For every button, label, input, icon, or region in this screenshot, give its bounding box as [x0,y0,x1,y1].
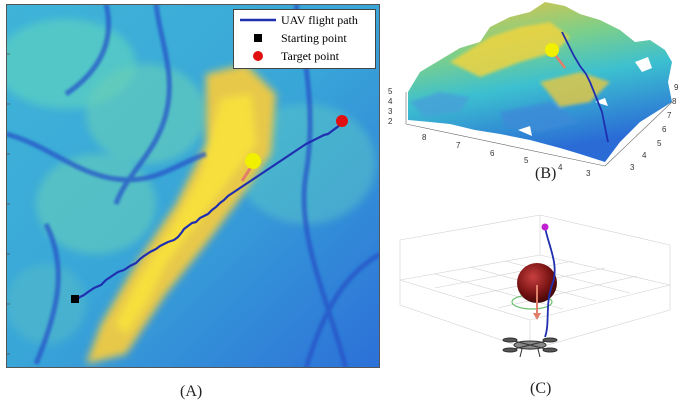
right-tick-5: 4 [642,151,647,160]
right-tick-1: 8 [672,97,677,106]
uav-trajectory-3d [544,226,556,338]
legend-item-path: UAV flight path [234,13,375,29]
z-tick-4: 4 [388,97,393,106]
left-tick-0: 8 [422,133,427,142]
arrow-head [533,313,541,320]
terrain-3d-view: 5 4 3 2 8 7 6 5 4 3 9 8 7 6 5 4 3 [388,2,679,178]
sphere-obstacle [517,263,557,303]
legend-item-start: Starting point [234,31,375,47]
right-tick-3: 6 [662,125,667,134]
left-tick-2: 6 [490,149,495,158]
right-tick-4: 5 [657,139,662,148]
left-tick-4: 4 [558,163,563,172]
obstacle-marker [245,153,261,169]
caption-a: (A) [180,383,203,400]
drone-icon [502,337,558,358]
uav-flight-path-3d [561,31,609,143]
uav-flight-path [75,121,344,301]
starting-point-marker [71,295,79,303]
goal-marker [541,223,549,231]
legend-label-path: UAV flight path [281,13,358,27]
caption-b: (B) [535,165,557,182]
axes-3d [405,92,673,167]
right-tick-2: 7 [667,111,672,120]
z-tick-5: 5 [388,87,393,96]
right-tick-0: 9 [674,83,679,92]
legend-item-target: Target point [234,49,375,65]
path-line-icon [240,18,276,22]
left-tick-3: 5 [524,156,529,165]
left-tick-5: 3 [586,169,591,178]
z-tick-2: 2 [388,117,393,126]
legend-label-target: Target point [281,49,339,63]
left-tick-1: 7 [456,141,461,150]
terrain-gaps [518,57,652,136]
legend-label-start: Starting point [281,31,347,45]
legend: UAV flight path Starting point Target po… [233,9,376,69]
red-circle-icon [253,51,263,61]
z-tick-3: 3 [388,107,393,116]
obstacle-marker-3d [545,43,559,57]
caption-c: (C) [530,380,552,397]
target-point-marker [336,115,348,127]
ridge-highlights [410,22,610,132]
ridge [86,64,276,364]
obstacle-avoidance-3d [399,214,671,358]
map-frame [6,4,380,368]
right-tick-6: 3 [630,163,635,172]
black-square-icon [254,34,262,42]
